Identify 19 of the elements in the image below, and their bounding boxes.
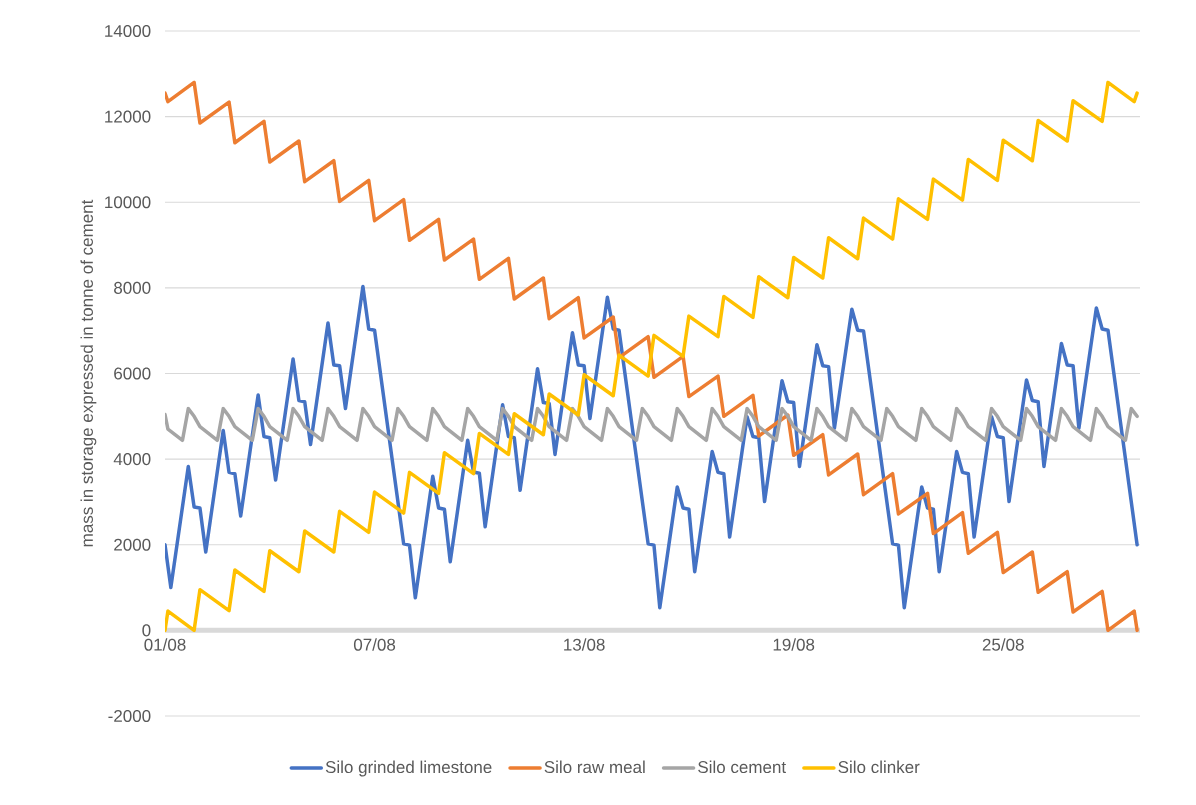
y-tick-label: 6000: [114, 367, 151, 380]
x-tick-label: 25/08: [982, 638, 1024, 651]
legend-label: Silo cement: [698, 760, 786, 774]
y-tick-label: -2000: [108, 709, 151, 723]
y-tick-label: 12000: [105, 110, 151, 123]
legend-label: Silo raw meal: [544, 760, 645, 774]
y-tick-label: 0: [142, 624, 151, 637]
y-tick-label: 14000: [105, 24, 151, 38]
y-tick-label: 4000: [113, 453, 151, 466]
x-tick-label: 07/08: [353, 638, 396, 651]
legend-label: Silo clinker: [838, 760, 920, 774]
x-tick-label: 13/08: [564, 638, 605, 651]
y-axis-title: mass in storage expressed in tonne of cement: [80, 199, 97, 547]
y-tick-label: 8000: [114, 281, 151, 294]
y-tick-label: 2000: [114, 538, 151, 551]
x-tick-label: 19/08: [773, 638, 815, 651]
x-tick-label: 01/08: [144, 638, 186, 651]
y-tick-label: 10000: [105, 196, 151, 209]
legend-label: Silo grinded limestone: [325, 760, 492, 777]
